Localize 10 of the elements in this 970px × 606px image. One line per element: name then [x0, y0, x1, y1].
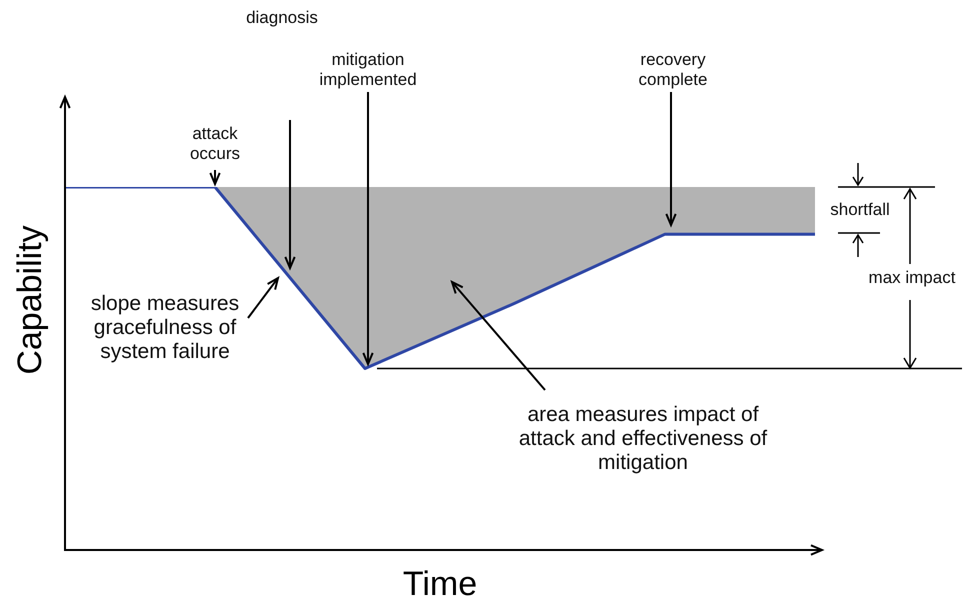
- y-axis-title: Capability: [10, 224, 50, 377]
- annotation: slope measures gracefulness of system failure: [90, 292, 240, 364]
- text: recovery complete: [638, 50, 708, 90]
- x-axis-title: Time: [402, 565, 478, 604]
- text: attack occurs: [188, 124, 242, 164]
- text: mitigation implemented: [318, 50, 418, 90]
- text: max impact: [868, 268, 956, 288]
- text: shortfall: [829, 200, 891, 220]
- annotation: area measures impact of attack and effectiveness of mitigation: [518, 403, 768, 476]
- text: diagnosis: [245, 8, 319, 28]
